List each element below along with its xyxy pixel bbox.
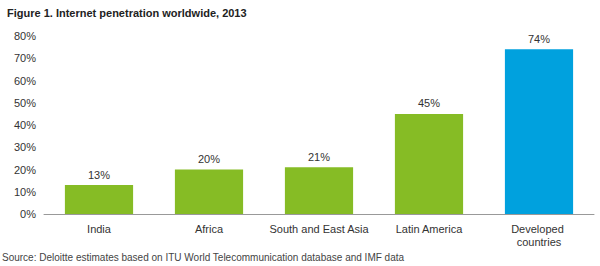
- svg-text:Figure 1. Internet penetration: Figure 1. Internet penetration worldwide…: [7, 7, 247, 19]
- svg-text:Developed: Developed: [511, 223, 567, 235]
- svg-text:40%: 40%: [14, 119, 36, 131]
- svg-text:74%: 74%: [528, 33, 550, 45]
- svg-text:10%: 10%: [14, 186, 36, 198]
- svg-text:21%: 21%: [308, 151, 330, 163]
- svg-text:Latin America: Latin America: [396, 223, 464, 235]
- svg-text:45%: 45%: [418, 97, 440, 109]
- svg-text:Source: Deloitte estimates bas: Source: Deloitte estimates based on ITU …: [2, 252, 404, 263]
- svg-text:70%: 70%: [14, 52, 36, 64]
- svg-text:30%: 30%: [14, 141, 36, 153]
- svg-text:20%: 20%: [198, 153, 220, 165]
- svg-text:India: India: [87, 223, 112, 235]
- svg-text:50%: 50%: [14, 97, 36, 109]
- svg-text:countries: countries: [517, 236, 562, 248]
- svg-text:20%: 20%: [14, 164, 36, 176]
- svg-text:South and East Asia: South and East Asia: [269, 223, 369, 235]
- svg-text:80%: 80%: [14, 30, 36, 42]
- svg-text:0%: 0%: [20, 208, 36, 220]
- svg-text:60%: 60%: [14, 75, 36, 87]
- svg-text:Africa: Africa: [195, 223, 224, 235]
- svg-text:13%: 13%: [88, 169, 110, 181]
